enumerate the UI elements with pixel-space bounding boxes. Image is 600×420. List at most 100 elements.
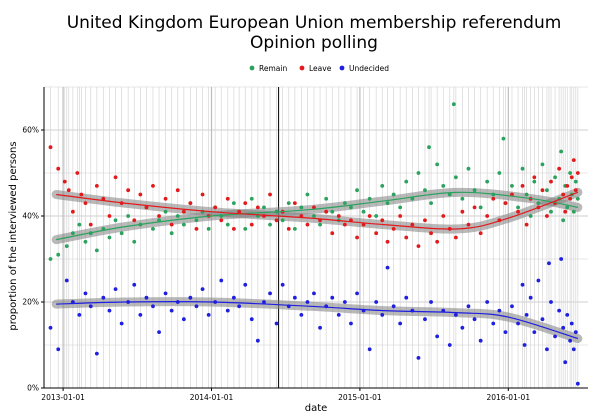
y-tick-label: 40% [22, 212, 39, 221]
remain-poll-point [286, 201, 291, 206]
x-tick-label: 2014-01-01 [190, 393, 234, 402]
remain-poll-point [501, 136, 506, 141]
leave-poll-point [157, 214, 161, 218]
remain-poll-point [231, 201, 236, 206]
leave-poll-point [573, 188, 578, 193]
leave-poll-point [367, 214, 372, 218]
leave-poll-point [126, 188, 131, 193]
remain-poll-point [447, 192, 452, 197]
remain-poll-point [398, 205, 403, 210]
remain-poll-point [429, 201, 433, 206]
leave-poll-point [70, 209, 75, 214]
y-tick-label: 0% [27, 384, 39, 393]
legend-remain-label: Remain [259, 64, 287, 73]
remain-poll-point [391, 192, 396, 197]
undecided-poll-point [510, 304, 514, 309]
undecided-poll-point [404, 295, 409, 300]
remain-poll-point [571, 209, 576, 214]
remain-poll-point [497, 171, 502, 175]
remain-poll-point [510, 184, 514, 188]
leave-poll-point [460, 209, 465, 214]
remain-poll-point [77, 222, 82, 227]
remain-poll-point [416, 171, 421, 175]
undecided-poll-point [151, 304, 155, 309]
leave-poll-point [249, 222, 254, 227]
y-tick-label: 60% [22, 126, 39, 135]
leave-poll-point [336, 214, 341, 218]
leave-poll-point [355, 235, 359, 240]
legend-leave-label: Leave [309, 64, 332, 73]
leave-poll-point [175, 188, 180, 193]
undecided-poll-point [119, 321, 124, 326]
undecided-poll-point [472, 317, 477, 322]
remain-poll-point [441, 184, 446, 188]
leave-poll-point [563, 209, 568, 214]
undecided-poll-point [547, 261, 551, 266]
undecided-poll-point [305, 300, 310, 304]
undecided-poll-point [237, 304, 242, 309]
leave-poll-point [305, 222, 310, 227]
undecided-poll-point [200, 287, 205, 291]
remain-poll-point [292, 227, 297, 231]
undecided-poll-point [101, 295, 106, 300]
remain-poll-point [532, 179, 537, 184]
undecided-poll-point [460, 325, 465, 330]
undecided-poll-point [206, 313, 211, 317]
undecided-poll-point [194, 304, 199, 309]
y-axis-label: proportion of the interviewed persons [8, 141, 19, 330]
undecided-poll-point [64, 278, 69, 283]
leave-poll-point [268, 192, 272, 197]
leave-poll-point [213, 205, 218, 210]
undecided-poll-point [569, 321, 574, 326]
leave-poll-point [478, 231, 483, 236]
leave-poll-point [219, 218, 224, 223]
undecided-poll-point [219, 278, 224, 283]
undecided-poll-point [522, 343, 527, 347]
leave-poll-point [231, 227, 236, 231]
leave-poll-point [188, 201, 193, 206]
undecided-poll-point [557, 308, 562, 313]
leave-poll-point [138, 192, 143, 197]
undecided-poll-point [262, 300, 266, 304]
remain-poll-point [181, 222, 186, 227]
leave-poll-point [441, 214, 446, 218]
undecided-poll-point [83, 291, 88, 296]
remain-poll-point [83, 239, 88, 244]
remain-poll-point [305, 192, 310, 197]
remain-poll-point [559, 149, 564, 154]
remain-poll-point [151, 227, 155, 231]
x-tick-label: 2016-01-01 [487, 393, 531, 402]
remain-poll-point [243, 227, 248, 231]
chart-title: United Kingdom European Union membership… [67, 13, 562, 33]
remain-poll-point [64, 244, 69, 249]
leave-poll-point [423, 218, 427, 223]
remain-poll-point [410, 196, 415, 201]
remain-poll-point [70, 231, 75, 236]
undecided-poll-point [485, 300, 490, 304]
remain-poll-point [472, 188, 477, 193]
remain-poll-point [561, 218, 566, 223]
undecided-poll-point [453, 313, 458, 317]
leave-poll-point [107, 214, 112, 218]
undecided-poll-point [249, 317, 254, 322]
undecided-poll-point [169, 308, 174, 313]
leave-poll-point [286, 227, 291, 231]
legend-remain-key [249, 65, 255, 71]
undecided-poll-point [243, 282, 248, 287]
undecided-poll-point [349, 321, 353, 326]
leave-poll-point [453, 235, 458, 240]
leave-poll-point [56, 166, 61, 171]
grid [44, 86, 588, 388]
leave-poll-point [163, 196, 168, 201]
undecided-poll-point [292, 295, 297, 300]
leave-poll-point [410, 222, 415, 227]
remain-poll-point [262, 205, 266, 210]
remain-poll-point [536, 201, 541, 206]
leave-poll-point [237, 209, 242, 214]
undecided-poll-point [416, 356, 421, 360]
leave-poll-point [565, 184, 570, 188]
remain-poll-point [485, 179, 490, 184]
remain-poll-point [540, 162, 545, 167]
leave-poll-point [292, 201, 297, 206]
undecided-poll-point [561, 325, 566, 330]
